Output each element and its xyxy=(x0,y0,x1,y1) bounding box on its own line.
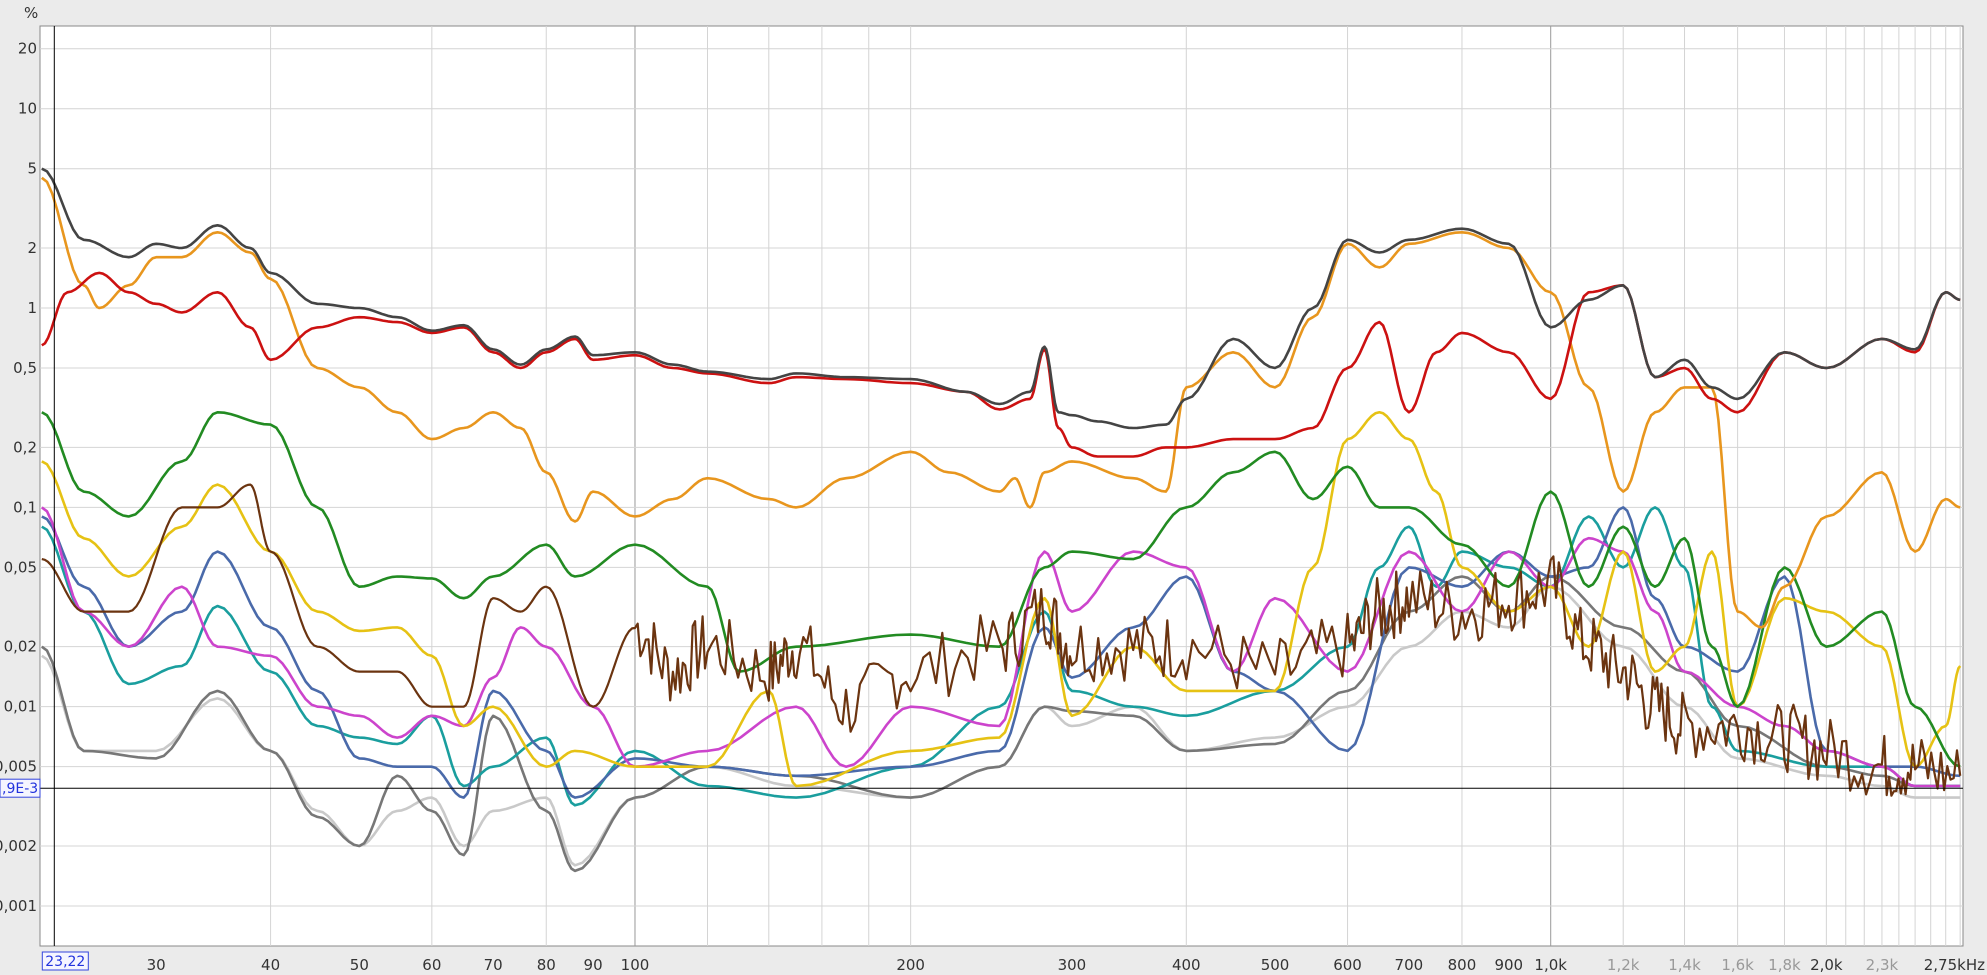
series-line-7 xyxy=(41,483,1962,797)
series-line-6 xyxy=(41,411,1961,768)
y-tick-label: 0,5 xyxy=(13,359,37,377)
y-tick-label: 0,2 xyxy=(13,438,37,456)
cursor-x-label: 23,22 xyxy=(45,954,85,970)
y-tick-label: 10 xyxy=(18,100,37,118)
cursor-y-label: ,9E-3 xyxy=(2,781,38,797)
x-tick-label: 30 xyxy=(147,956,166,974)
x-tick-label: 800 xyxy=(1448,956,1477,974)
series-line-2 xyxy=(41,506,1961,807)
x-tick-label: 700 xyxy=(1395,956,1424,974)
y-tick-label: 0,002 xyxy=(0,837,37,855)
y-tick-label: 0,01 xyxy=(4,698,37,716)
x-tick-label: 50 xyxy=(350,956,369,974)
x-tick-label: 1,0k xyxy=(1534,956,1567,974)
x-tick-label: 90 xyxy=(584,956,603,974)
y-tick-label: 0,05 xyxy=(4,558,37,576)
x-tick-label: 60 xyxy=(422,956,441,974)
x-tick-label: 100 xyxy=(621,956,650,974)
x-tick-label: 1,6k xyxy=(1721,956,1754,974)
y-tick-label: 20 xyxy=(18,40,37,58)
x-tick-label: 400 xyxy=(1172,956,1201,974)
x-tick-label: 80 xyxy=(537,956,556,974)
y-tick-label: 5 xyxy=(27,160,37,178)
y-tick-label: 0,005 xyxy=(0,758,37,776)
y-tick-label: 0,001 xyxy=(0,897,37,915)
x-tick-label: 500 xyxy=(1261,956,1290,974)
y-unit-label: % xyxy=(24,4,38,22)
plot-area xyxy=(39,25,1964,947)
y-tick-label: 0,02 xyxy=(4,638,37,656)
tick-layer: 20 10 5 2 1 0,5 0,2 0,1 0,05 0,02 0,01 0,005 0,002 0,… xyxy=(0,40,1899,974)
x-unit-label: 2,75kHz xyxy=(1924,956,1985,974)
x-tick-label: 2,0k xyxy=(1810,956,1843,974)
x-tick-label: 1,4k xyxy=(1668,956,1701,974)
y-tick-label: 1 xyxy=(27,299,37,317)
x-tick-label: 40 xyxy=(261,956,280,974)
x-tick-label: 1,8k xyxy=(1768,956,1801,974)
cursor-layer: 23,22 ,9E-3 xyxy=(0,26,1963,971)
series-layer xyxy=(40,167,1962,873)
x-tick-label: 70 xyxy=(484,956,503,974)
series-line-10 xyxy=(41,167,1961,430)
y-tick-label: 0,1 xyxy=(13,498,37,516)
cursor-y-readout: ,9E-3 xyxy=(0,778,41,798)
cursor-x-readout: 23,22 xyxy=(41,951,89,971)
x-tick-label: 200 xyxy=(896,956,925,974)
series-line-8 xyxy=(40,176,1961,629)
y-tick-label: 2 xyxy=(27,239,37,257)
x-tick-label: 900 xyxy=(1494,956,1523,974)
x-tick-label: 2,3k xyxy=(1866,956,1899,974)
x-tick-label: 300 xyxy=(1058,956,1087,974)
x-tick-label: 600 xyxy=(1333,956,1362,974)
x-tick-label: 1,2k xyxy=(1607,956,1640,974)
